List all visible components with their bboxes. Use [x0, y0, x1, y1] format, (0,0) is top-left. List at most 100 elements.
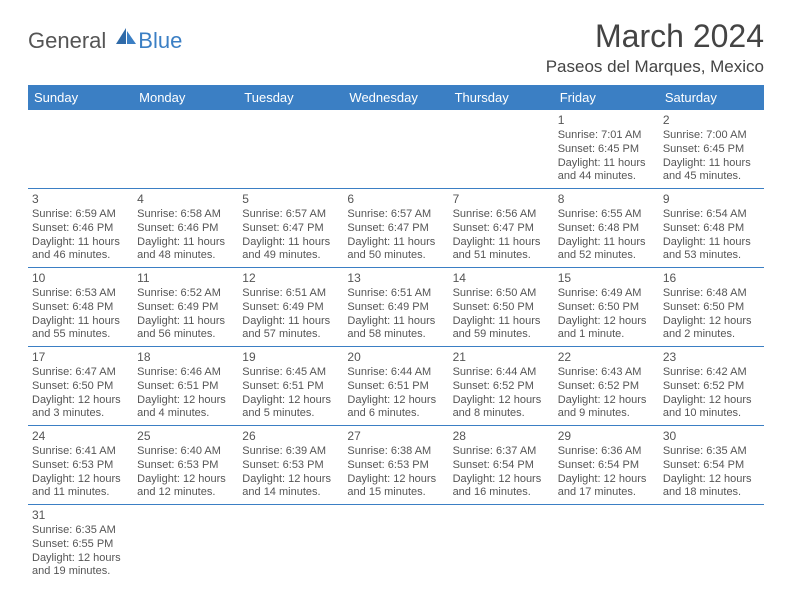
- sunset-line: Sunset: 6:53 PM: [242, 459, 339, 473]
- day-number: 8: [558, 192, 655, 207]
- calendar-day-cell: [449, 505, 554, 584]
- sunset-line: Sunset: 6:54 PM: [453, 459, 550, 473]
- sunrise-line: Sunrise: 6:55 AM: [558, 208, 655, 222]
- calendar-day-cell: 16Sunrise: 6:48 AMSunset: 6:50 PMDayligh…: [659, 268, 764, 347]
- calendar-week-row: 1Sunrise: 7:01 AMSunset: 6:45 PMDaylight…: [28, 110, 764, 189]
- daylight-line-1: Daylight: 11 hours: [453, 315, 550, 329]
- sunset-line: Sunset: 6:53 PM: [32, 459, 129, 473]
- day-number: 30: [663, 429, 760, 444]
- daylight-line-1: Daylight: 12 hours: [32, 552, 129, 566]
- daylight-line-2: and 1 minute.: [558, 328, 655, 342]
- daylight-line-1: Daylight: 11 hours: [137, 236, 234, 250]
- calendar-day-cell: 13Sunrise: 6:51 AMSunset: 6:49 PMDayligh…: [343, 268, 448, 347]
- calendar-day-cell: 3Sunrise: 6:59 AMSunset: 6:46 PMDaylight…: [28, 189, 133, 268]
- daylight-line-1: Daylight: 11 hours: [242, 315, 339, 329]
- calendar-day-cell: 29Sunrise: 6:36 AMSunset: 6:54 PMDayligh…: [554, 426, 659, 505]
- sunset-line: Sunset: 6:49 PM: [242, 301, 339, 315]
- brand-text-general: General: [28, 28, 106, 54]
- sunset-line: Sunset: 6:50 PM: [453, 301, 550, 315]
- sunrise-line: Sunrise: 6:54 AM: [663, 208, 760, 222]
- daylight-line-1: Daylight: 12 hours: [32, 473, 129, 487]
- weekday-header: Thursday: [449, 85, 554, 110]
- sunset-line: Sunset: 6:48 PM: [663, 222, 760, 236]
- calendar-day-cell: [28, 110, 133, 189]
- daylight-line-1: Daylight: 12 hours: [347, 394, 444, 408]
- day-number: 2: [663, 113, 760, 128]
- daylight-line-1: Daylight: 12 hours: [558, 394, 655, 408]
- daylight-line-2: and 18 minutes.: [663, 486, 760, 500]
- calendar-day-cell: 9Sunrise: 6:54 AMSunset: 6:48 PMDaylight…: [659, 189, 764, 268]
- day-number: 29: [558, 429, 655, 444]
- calendar-day-cell: 5Sunrise: 6:57 AMSunset: 6:47 PMDaylight…: [238, 189, 343, 268]
- day-number: 6: [347, 192, 444, 207]
- sunrise-line: Sunrise: 6:42 AM: [663, 366, 760, 380]
- calendar-day-cell: 31Sunrise: 6:35 AMSunset: 6:55 PMDayligh…: [28, 505, 133, 584]
- calendar-day-cell: [133, 110, 238, 189]
- sunrise-line: Sunrise: 7:01 AM: [558, 129, 655, 143]
- calendar-body: 1Sunrise: 7:01 AM Sunset: 6:45 PM Daylight…: [28, 110, 764, 583]
- sunset-line: Sunset: 6:45 PM: [663, 143, 760, 157]
- sunset-line: Sunset: 6:54 PM: [663, 459, 760, 473]
- calendar-day-cell: [554, 505, 659, 584]
- daylight-line-2: and 9 minutes.: [558, 407, 655, 421]
- sunrise-line: Sunrise: 6:39 AM: [242, 445, 339, 459]
- location-subtitle: Paseos del Marques, Mexico: [546, 57, 764, 77]
- sunrise-line: Sunrise: 6:47 AM: [32, 366, 129, 380]
- sunrise-line: Sunrise: 6:58 AM: [137, 208, 234, 222]
- daylight-line-2: and 57 minutes.: [242, 328, 339, 342]
- calendar-day-cell: [659, 505, 764, 584]
- daylight-line-1: Daylight: 11 hours: [32, 236, 129, 250]
- daylight-line-1: Daylight: 12 hours: [137, 473, 234, 487]
- daylight-line-2: and 17 minutes.: [558, 486, 655, 500]
- calendar-day-cell: 24Sunrise: 6:41 AMSunset: 6:53 PMDayligh…: [28, 426, 133, 505]
- day-number: 23: [663, 350, 760, 365]
- daylight-line-1: Daylight: 11 hours: [663, 236, 760, 250]
- weekday-header: Tuesday: [238, 85, 343, 110]
- calendar-day-cell: 12Sunrise: 6:51 AMSunset: 6:49 PMDayligh…: [238, 268, 343, 347]
- sunrise-line: Sunrise: 6:40 AM: [137, 445, 234, 459]
- sunrise-line: Sunrise: 6:49 AM: [558, 287, 655, 301]
- sunrise-line: Sunrise: 6:59 AM: [32, 208, 129, 222]
- day-number: 5: [242, 192, 339, 207]
- sunrise-line: Sunrise: 6:44 AM: [453, 366, 550, 380]
- sunrise-line: Sunrise: 6:52 AM: [137, 287, 234, 301]
- sunrise-line: Sunrise: 6:48 AM: [663, 287, 760, 301]
- day-number: 10: [32, 271, 129, 286]
- calendar-week-row: 17Sunrise: 6:47 AMSunset: 6:50 PMDayligh…: [28, 347, 764, 426]
- sunrise-line: Sunrise: 6:57 AM: [242, 208, 339, 222]
- calendar-day-cell: 17Sunrise: 6:47 AMSunset: 6:50 PMDayligh…: [28, 347, 133, 426]
- calendar-day-cell: 27Sunrise: 6:38 AMSunset: 6:53 PMDayligh…: [343, 426, 448, 505]
- calendar-day-cell: 21Sunrise: 6:44 AMSunset: 6:52 PMDayligh…: [449, 347, 554, 426]
- daylight-line-1: Daylight: 12 hours: [663, 473, 760, 487]
- day-number: 1: [558, 113, 655, 128]
- daylight-line-2: and 56 minutes.: [137, 328, 234, 342]
- daylight-line-1: Daylight: 12 hours: [242, 473, 339, 487]
- calendar-day-cell: [238, 505, 343, 584]
- sunset-line: Sunset: 6:47 PM: [453, 222, 550, 236]
- sunset-line: Sunset: 6:46 PM: [32, 222, 129, 236]
- daylight-line-1: Daylight: 12 hours: [137, 394, 234, 408]
- day-number: 26: [242, 429, 339, 444]
- sunset-line: Sunset: 6:52 PM: [453, 380, 550, 394]
- daylight-line-1: Daylight: 11 hours: [347, 236, 444, 250]
- day-number: 20: [347, 350, 444, 365]
- sunset-line: Sunset: 6:47 PM: [347, 222, 444, 236]
- calendar-day-cell: 4Sunrise: 6:58 AMSunset: 6:46 PMDaylight…: [133, 189, 238, 268]
- calendar-day-cell: 8Sunrise: 6:55 AMSunset: 6:48 PMDaylight…: [554, 189, 659, 268]
- header: General Blue March 2024 Paseos del Marqu…: [28, 18, 764, 77]
- calendar-day-cell: 1Sunrise: 7:01 AMSunset: 6:45 PMDaylight…: [554, 110, 659, 189]
- daylight-line-2: and 44 minutes.: [558, 170, 655, 184]
- calendar-day-cell: 2Sunrise: 7:00 AMSunset: 6:45 PMDaylight…: [659, 110, 764, 189]
- daylight-line-2: and 12 minutes.: [137, 486, 234, 500]
- day-number: 3: [32, 192, 129, 207]
- calendar-day-cell: 14Sunrise: 6:50 AMSunset: 6:50 PMDayligh…: [449, 268, 554, 347]
- sunset-line: Sunset: 6:52 PM: [663, 380, 760, 394]
- daylight-line-2: and 15 minutes.: [347, 486, 444, 500]
- sunset-line: Sunset: 6:51 PM: [137, 380, 234, 394]
- daylight-line-1: Daylight: 12 hours: [453, 473, 550, 487]
- daylight-line-2: and 48 minutes.: [137, 249, 234, 263]
- daylight-line-2: and 52 minutes.: [558, 249, 655, 263]
- daylight-line-2: and 46 minutes.: [32, 249, 129, 263]
- calendar-day-cell: 10Sunrise: 6:53 AMSunset: 6:48 PMDayligh…: [28, 268, 133, 347]
- daylight-line-2: and 14 minutes.: [242, 486, 339, 500]
